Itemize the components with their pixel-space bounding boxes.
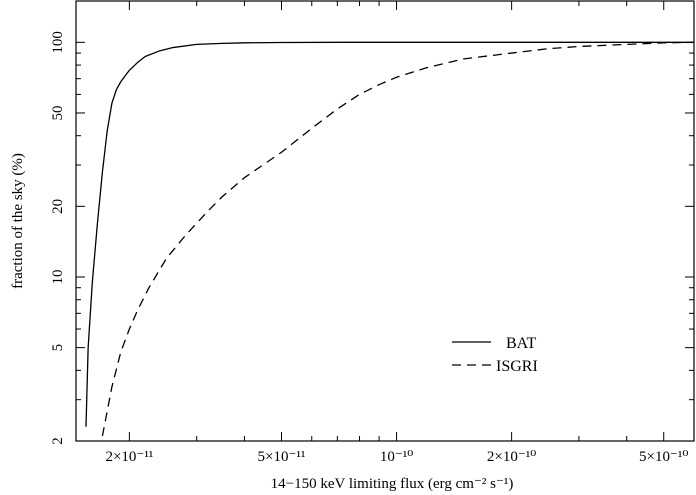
x-tick-label: 2×10⁻¹⁰ xyxy=(487,449,536,465)
y-tick-label: 5 xyxy=(50,344,66,352)
y-tick-label: 100 xyxy=(50,31,66,54)
y-tick-label: 20 xyxy=(50,199,66,214)
series-group xyxy=(85,41,695,437)
series-line-bat xyxy=(85,41,694,427)
ticks: 2×10⁻¹¹ 5×10⁻¹¹ 10⁻¹⁰ 2×10⁻¹⁰ 5×10⁻¹⁰ 2 5 10 20 5… xyxy=(50,1,694,465)
legend-label-bat: BAT xyxy=(506,335,536,352)
y-axis-label: fraction of the sky (%) xyxy=(10,153,26,289)
plot-frame xyxy=(75,0,695,442)
x-tick-label: 2×10⁻¹¹ xyxy=(105,449,153,465)
series-line-isgri xyxy=(101,41,695,437)
legend: BAT ISGRI xyxy=(452,335,538,375)
x-tick-label: 10⁻¹⁰ xyxy=(380,449,413,465)
y-tick-label: 50 xyxy=(50,105,66,120)
x-tick-label: 5×10⁻¹¹ xyxy=(258,449,306,465)
y-tick-label: 10 xyxy=(50,269,66,284)
x-tick-label: 5×10⁻¹⁰ xyxy=(639,449,688,465)
y-tick-label: 2 xyxy=(50,437,66,445)
legend-label-isgri: ISGRI xyxy=(496,358,538,375)
x-axis-label: 14−150 keV limiting flux (erg cm⁻² s⁻¹) xyxy=(271,476,514,492)
